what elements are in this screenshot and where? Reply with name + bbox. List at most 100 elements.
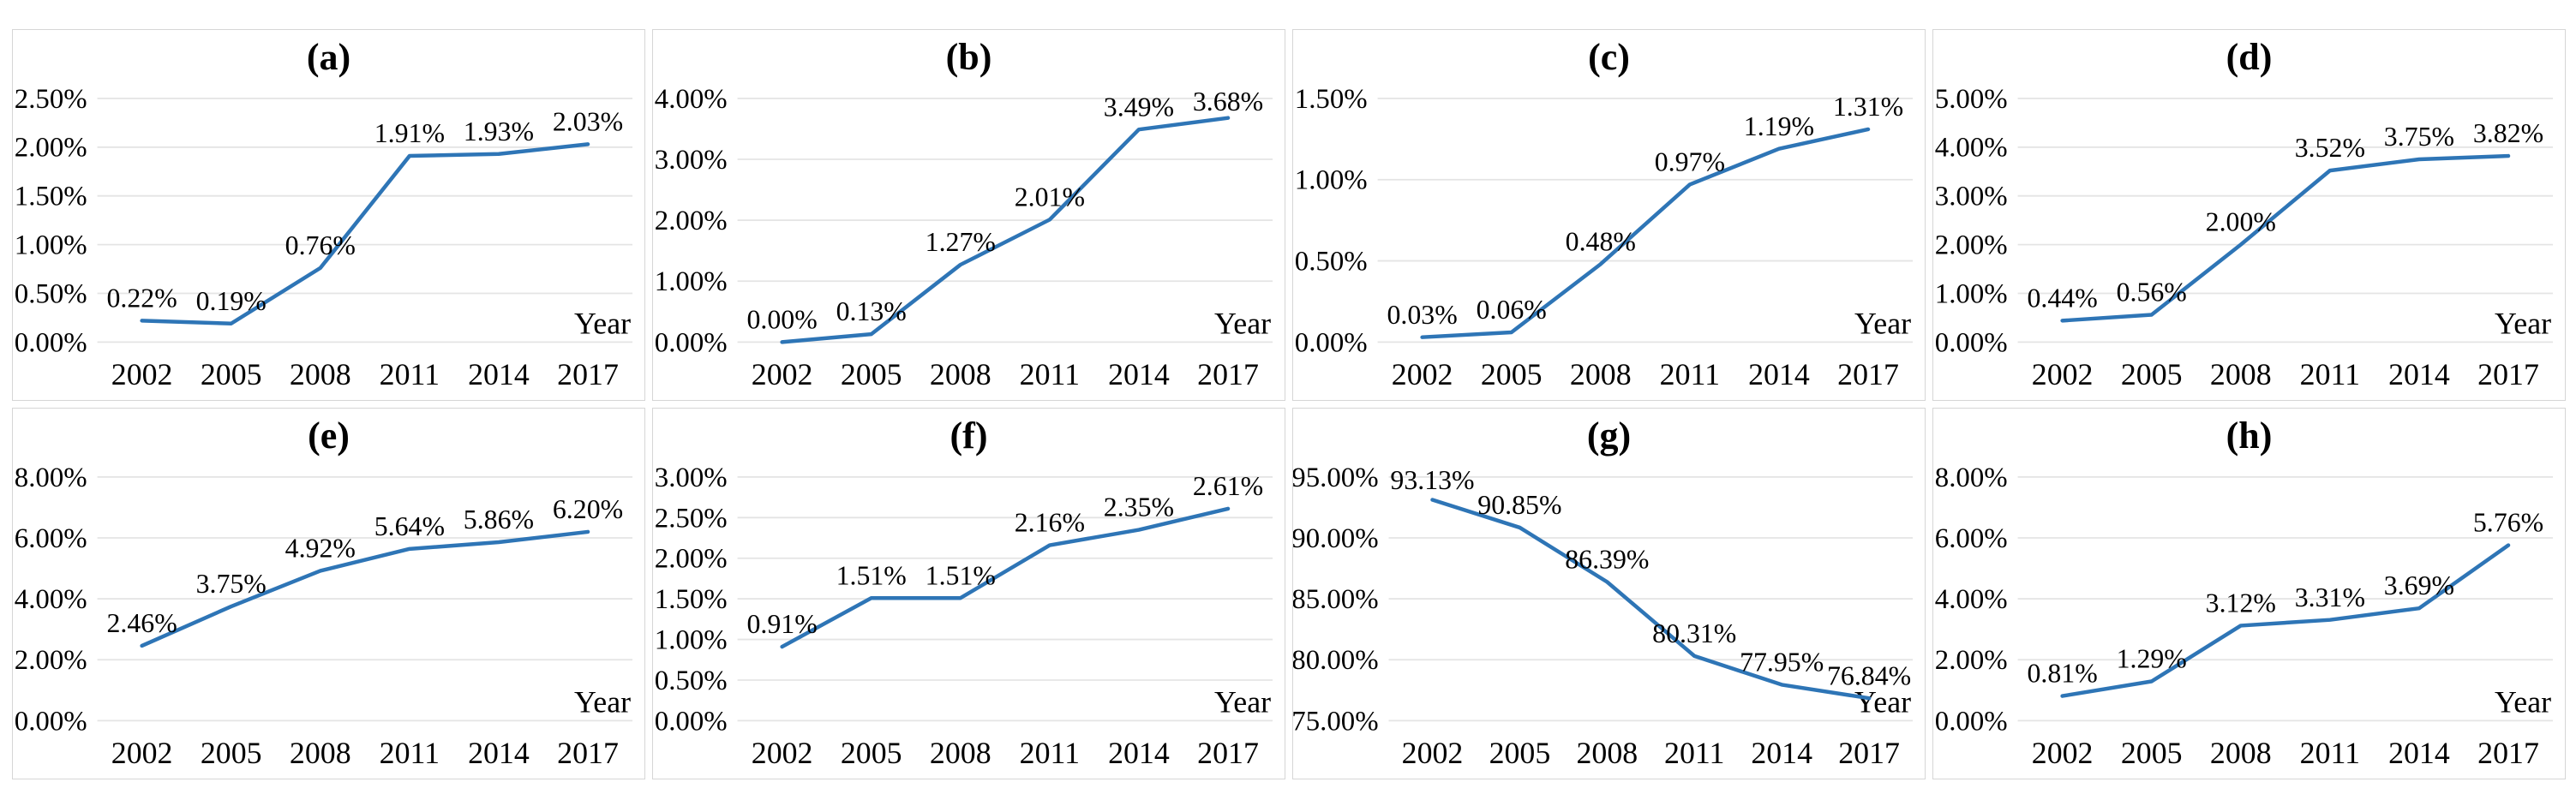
x-axis-title: Year [574,684,631,719]
chart-panel-f: (f) 0.00% 0.50% 1.00% 1.50% 2.00% 2.50% 3.00% 2… [652,408,1285,779]
y-tick-label: 8.00% [15,463,87,493]
x-tick-label: 2014 [2388,357,2450,391]
point-label: 0.56% [2117,278,2187,307]
point-label: 0.22% [107,283,177,313]
chart-title: (b) [945,36,992,78]
y-tick-label: 5.00% [1935,85,2008,115]
chart-canvas: 0.00% 0.50% 1.00% 1.50% 2.00% 2.50% 3.00% 2002 2… [655,463,1273,770]
y-tick-label: 0.00% [15,327,87,358]
y-tick-label: 1.00% [655,625,728,656]
y-tick-label: 75.00% [1293,706,1379,737]
point-label: 1.93% [464,116,534,146]
x-tick-label: 2011 [2300,357,2360,391]
x-tick-label: 2011 [380,357,440,391]
point-label: 2.01% [1015,182,1085,212]
y-tick-label: 0.50% [655,666,728,696]
x-tick-label: 2011 [1664,736,1724,770]
x-axis-title: Year [2495,306,2551,340]
x-tick-label: 2011 [1020,357,1080,391]
data-line [2060,543,2511,698]
x-axis-title: Year [1854,684,1911,719]
y-tick-label: 2.00% [15,645,87,676]
point-label: 3.75% [196,569,267,599]
chart-canvas: 0.00% 2.00% 4.00% 6.00% 8.00% 2002 2005 2008 201… [15,463,633,770]
x-tick-label: 2014 [1108,357,1170,391]
point-label: 0.00% [747,304,818,334]
y-tick-label: 2.00% [15,133,87,164]
y-tick-label: 1.00% [1295,165,1368,196]
data-line [2060,153,2511,323]
chart-title: (c) [1588,36,1630,78]
x-tick-label: 2014 [1751,736,1812,770]
y-tick-label: 2.00% [655,206,728,236]
y-tick-label: 1.50% [15,182,87,212]
y-tick-label: 2.50% [15,85,87,115]
chart-title: (d) [2226,36,2273,78]
point-label: 3.68% [1193,87,1263,116]
x-tick-label: 2008 [290,357,351,391]
x-tick-label: 2002 [2032,357,2094,391]
x-tick-label: 2002 [111,357,173,391]
point-label: 93.13% [1390,465,1474,495]
y-tick-label: 3.00% [655,145,728,176]
x-tick-label: 2008 [930,736,991,770]
x-tick-label: 2014 [1748,357,1810,391]
point-label: 0.03% [1387,300,1458,330]
point-label: 0.48% [1566,226,1636,256]
x-tick-label: 2008 [2210,357,2272,391]
point-label: 6.20% [553,494,623,524]
x-tick-label: 2002 [1402,736,1464,770]
x-tick-label: 2017 [1838,736,1900,770]
point-label: 1.29% [2117,644,2187,674]
point-label: 1.51% [926,560,996,590]
point-label: 76.84% [1827,660,1911,690]
x-tick-label: 2017 [557,357,619,391]
point-label: 2.46% [107,608,177,638]
point-label: 3.82% [2473,118,2543,148]
point-label: 0.06% [1477,295,1547,325]
point-label: 86.39% [1565,544,1649,574]
point-label: 0.97% [1655,147,1725,177]
x-tick-label: 2002 [2032,736,2094,770]
point-label: 2.61% [1193,471,1263,501]
point-label: 2.16% [1015,508,1085,538]
x-axis-title: Year [1214,306,1271,340]
point-label: 2.35% [1104,493,1174,522]
y-tick-label: 4.00% [15,584,87,615]
y-tick-label: 4.00% [655,85,728,115]
y-tick-label: 0.00% [655,327,728,358]
point-label: 5.64% [374,511,445,541]
point-label: 4.92% [285,534,356,564]
y-tick-label: 85.00% [1293,584,1379,615]
point-label: 1.27% [926,227,996,257]
y-tick-label: 1.50% [655,584,728,615]
point-label: 77.95% [1740,648,1824,678]
point-label: 3.75% [2384,122,2454,152]
data-line [140,142,590,326]
x-tick-label: 2002 [752,736,813,770]
chart-panel-h: (h) 0.00% 2.00% 4.00% 6.00% 8.00% 2002 2005 200… [1932,408,2566,779]
x-tick-label: 2008 [930,357,991,391]
data-line [1430,498,1872,701]
x-tick-label: 2017 [557,736,619,770]
y-tick-label: 1.00% [1935,278,2008,309]
chart-panel-c: (c) 0.00% 0.50% 1.00% 1.50% 2002 2005 2008 2011… [1292,29,1926,401]
chart-canvas: 0.00% 0.50% 1.00% 1.50% 2.00% 2.50% 2002 2005 20… [15,85,633,391]
y-tick-label: 8.00% [1935,463,2008,493]
chart-canvas: 0.00% 1.00% 2.00% 3.00% 4.00% 5.00% 2002 2005 20… [1935,85,2554,391]
y-tick-label: 0.00% [1295,327,1368,358]
point-label: 0.19% [196,286,267,316]
x-tick-label: 2005 [2121,357,2183,391]
point-label: 0.44% [2028,283,2098,313]
chart-title: (g) [1586,415,1632,457]
point-label: 3.31% [2295,582,2365,612]
point-label: 5.86% [464,504,534,534]
point-label: 0.76% [285,230,356,260]
chart-title: (h) [2226,415,2273,457]
chart-title: (f) [950,415,988,457]
data-line [1420,127,1871,339]
x-tick-label: 2005 [841,736,902,770]
x-axis-title: Year [1854,306,1911,340]
chart-panel-b: (b) 0.00% 1.00% 2.00% 3.00% 4.00% 2002 2005 200… [652,29,1285,401]
